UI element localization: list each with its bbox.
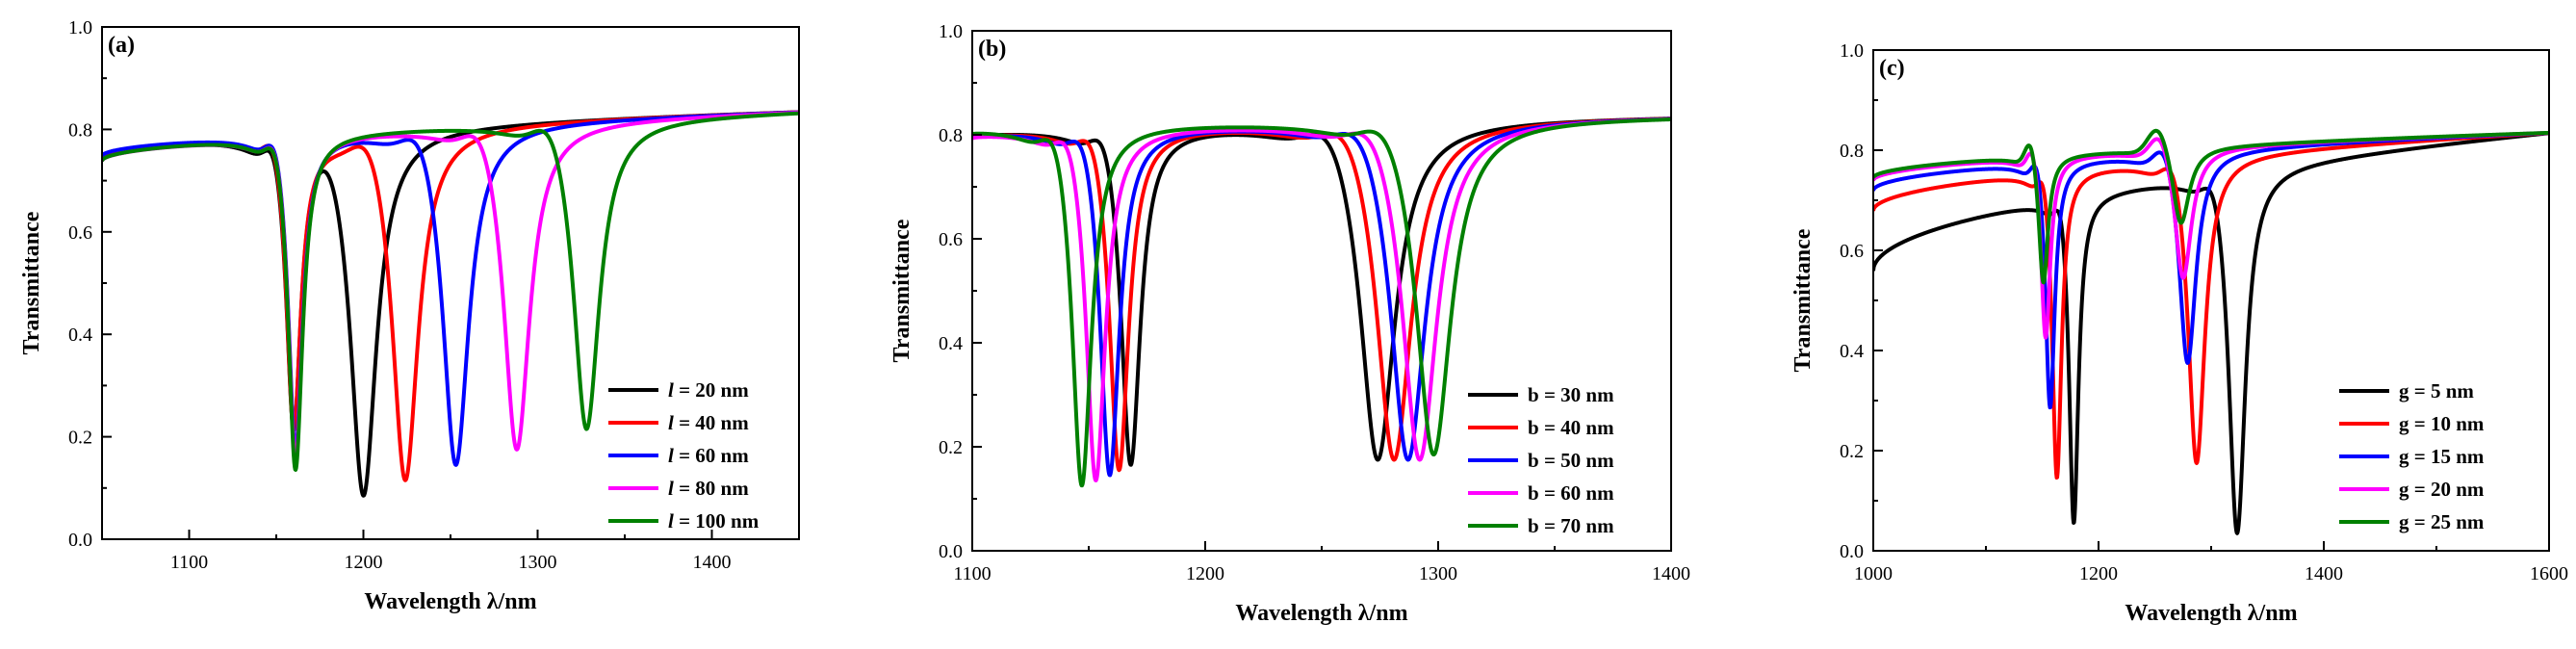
x-axis-title: Wavelength λ/nm: [2125, 601, 2297, 626]
legend-label-2: g = 10 nm: [2399, 412, 2485, 435]
x-axis-title: Wavelength λ/nm: [1235, 601, 1407, 626]
panel-label: (b): [978, 37, 1006, 62]
legend-label-1: g = 5 nm: [2399, 379, 2474, 402]
legend-label-4: g = 20 nm: [2399, 478, 2485, 501]
y-tick-label: 0.6: [939, 229, 963, 250]
series-line-4: [1873, 130, 2549, 340]
series-group: [102, 110, 799, 498]
chart-panel-c: 1000 1200 1400 1600 0.0 0.2 0.4 0.6 0.8 1.0 Wavele…: [1790, 40, 2568, 626]
x-tick-label: 1300: [519, 552, 557, 573]
series-line-1: [1873, 131, 2549, 535]
x-tick-label: 1200: [345, 552, 383, 573]
y-tick-label: 0.6: [68, 222, 92, 244]
x-tick-label: 1200: [2079, 563, 2118, 584]
legend-label-4: b = 60 nm: [1528, 481, 1614, 505]
y-tick-label: 0.2: [68, 428, 92, 449]
legend-label-2: l = 40 nm: [668, 411, 749, 434]
y-tick-label: 0.0: [939, 541, 963, 562]
series-line-5: [972, 117, 1671, 488]
legend-label-5: l = 100 nm: [668, 509, 760, 532]
legend-label-3: b = 50 nm: [1528, 449, 1614, 472]
legend: l = 20 nm l = 40 nm l = 60 nm l = 80 nm l = …: [608, 378, 760, 532]
series-line-5: [1873, 128, 2549, 285]
y-axis-title: Transmittance: [1790, 228, 1816, 372]
y-tick-label: 0.4: [68, 324, 92, 346]
y-tick-label: 0.8: [1840, 141, 1864, 162]
plot-frame: [1872, 49, 2550, 552]
y-tick-label: 1.0: [939, 21, 963, 42]
legend-label-1: b = 30 nm: [1528, 383, 1614, 406]
y-tick-label: 0.8: [939, 125, 963, 146]
x-tick-label: 1000: [1854, 563, 1893, 584]
x-tick-label: 1200: [1186, 563, 1224, 584]
series-group: [1873, 128, 2549, 535]
y-tick-label: 0.0: [68, 530, 92, 551]
x-tick-label: 1400: [2305, 563, 2343, 584]
legend-label-3: l = 60 nm: [668, 444, 749, 467]
legend-label-5: g = 25 nm: [2399, 510, 2485, 533]
y-axis-title: Transmittance: [889, 219, 914, 362]
y-tick-label: 0.6: [1840, 241, 1864, 262]
y-tick-label: 0.0: [1840, 541, 1864, 562]
series-line-5: [102, 111, 799, 472]
x-tick-label: 1100: [170, 552, 208, 573]
legend-label-1: l = 20 nm: [668, 378, 749, 402]
y-tick-label: 1.0: [68, 17, 92, 39]
x-tick-label: 1400: [1652, 563, 1690, 584]
x-tick-label: 1600: [2530, 563, 2568, 584]
legend-label-4: l = 80 nm: [668, 477, 749, 500]
panel-label: (a): [108, 33, 135, 58]
x-tick-label: 1100: [953, 563, 991, 584]
series-group: [972, 117, 1671, 488]
chart-panel-b: 1100 1200 1300 1400 0.0 0.2 0.4 0.6 0.8 1.0 Wavele…: [889, 21, 1690, 626]
x-tick-label: 1300: [1419, 563, 1457, 584]
panel-label: (c): [1879, 56, 1905, 81]
chart-panel-a: 1100 1200 1300 1400 0.0 0.2 0.4 0.6 0.8 1.0 Wavele…: [19, 17, 800, 614]
y-tick-label: 0.2: [939, 437, 963, 458]
legend-label-3: g = 15 nm: [2399, 445, 2485, 468]
y-tick-label: 0.4: [1840, 341, 1864, 362]
y-tick-label: 0.4: [939, 333, 963, 354]
y-axis-title: Transmittance: [19, 211, 44, 354]
legend: b = 30 nm b = 40 nm b = 50 nm b = 60 nm b = …: [1468, 383, 1614, 537]
y-tick-label: 0.2: [1840, 441, 1864, 462]
y-tick-label: 0.8: [68, 119, 92, 141]
legend: g = 5 nm g = 10 nm g = 15 nm g = 20 nm g = 2…: [2339, 379, 2485, 533]
x-tick-label: 1400: [693, 552, 732, 573]
y-tick-label: 1.0: [1840, 40, 1864, 62]
legend-label-2: b = 40 nm: [1528, 416, 1614, 439]
plot-frame: [971, 30, 1672, 552]
x-axis-title: Wavelength λ/nm: [364, 589, 536, 614]
series-line-2: [1873, 131, 2549, 480]
legend-label-5: b = 70 nm: [1528, 514, 1614, 537]
